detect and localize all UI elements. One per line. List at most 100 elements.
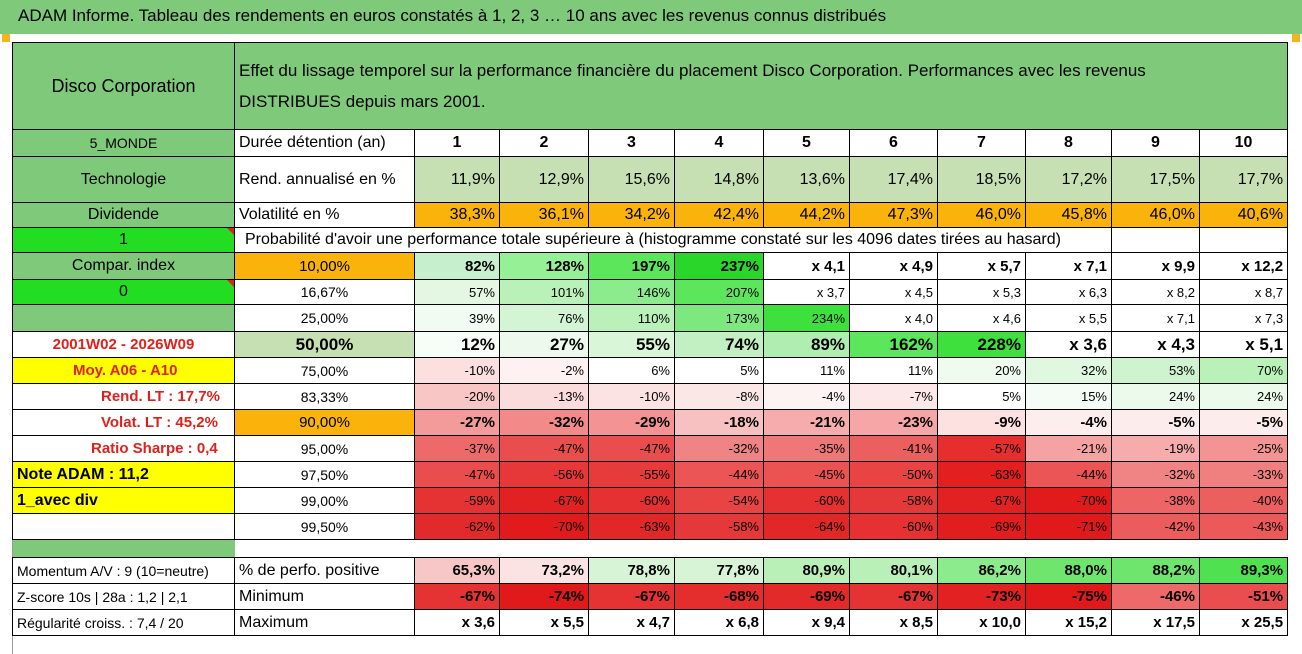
year-header: 1 [414,129,500,157]
company-cell: Disco Corporation [12,42,235,130]
percentile-value-cell: 27% [499,331,589,358]
percentile-value-cell: -43% [1198,513,1289,540]
year-header: 2 [499,129,589,157]
percentile-value-cell: -50% [849,461,938,488]
year-header: 5 [763,129,850,157]
percentile-value-cell: 237% [674,252,764,280]
dividend-cell: Dividende [12,202,235,228]
percentile-value-cell: -4% [763,383,850,410]
percentile-value-cell: -32% [674,435,764,462]
percentile-value-cell: -70% [499,513,589,540]
percentile-value-cell: -9% [937,409,1026,436]
percentile-value-cell: 20% [937,357,1026,384]
percentile-value-cell: 234% [763,304,850,332]
percentile-label: 16,67% [234,279,415,305]
flag-zero-cell: 0 [12,279,235,305]
percentile-value-cell: -32% [1111,461,1200,488]
description-line-1: Effet du lissage temporel sur la perform… [239,61,1146,80]
positive-perf-cell: 80,9% [763,557,850,584]
percentile-value-cell: x 5,5 [1025,304,1112,332]
sector-cell: Technologie [12,156,235,203]
percentile-value-cell: 24% [1198,383,1289,410]
percentile-value-cell: 12% [414,331,500,358]
blank-green-cell [12,304,235,332]
percentile-value-cell: -29% [588,409,675,436]
percentile-value-cell: x 9,9 [1111,252,1200,280]
percentile-value-cell: -5% [1198,409,1289,436]
percentile-label: 97,50% [234,461,415,488]
minimum-cell: -67% [414,583,500,610]
minimum-cell: -51% [1198,583,1289,610]
percentile-value-cell: -35% [763,435,850,462]
percentile-label: 90,00% [234,409,415,436]
percentile-value-cell: x 4,5 [849,279,938,305]
percentile-value-cell: -25% [1198,435,1289,462]
volatility-cell: 36,1% [499,202,589,228]
volatility-cell: 38,3% [414,202,500,228]
percentile-value-cell: 11% [849,357,938,384]
percentile-value-cell: -37% [414,435,500,462]
percentile-value-cell: x 5,7 [937,252,1026,280]
percentile-value-cell: -60% [849,513,938,540]
rend-lt-cell: Rend. LT : 17,7% [12,383,235,410]
percentile-value-cell: -44% [1025,461,1112,488]
annual-return-cell: 12,9% [499,156,589,203]
maximum-cell: x 3,6 [414,609,500,636]
percentile-label: 75,00% [234,357,415,384]
percentile-value-cell: 76% [499,304,589,332]
volatility-cell: 40,6% [1198,202,1289,228]
annual-return-cell: 13,6% [763,156,850,203]
percentile-value-cell: x 3,7 [763,279,850,305]
annual-return-cell: 17,4% [849,156,938,203]
sharpe-cell: Ratio Sharpe : 0,4 [12,435,235,462]
percentile-value-cell: x 6,3 [1025,279,1112,305]
percentile-value-cell: -10% [588,383,675,410]
annual-return-cell: 14,8% [674,156,764,203]
percentile-value-cell: x 7,1 [1025,252,1112,280]
percentile-value-cell: 89% [763,331,850,358]
percentile-value-cell: -13% [499,383,589,410]
percentile-label: 83,33% [234,383,415,410]
blank-cell [1198,227,1289,253]
minimum-cell: -46% [1111,583,1200,610]
percentile-value-cell: -69% [937,513,1026,540]
percentile-value-cell: -60% [588,487,675,514]
year-header: 9 [1111,129,1200,157]
annual-return-cell: 17,5% [1111,156,1200,203]
percentile-value-cell: x 5,1 [1198,331,1289,358]
percentile-value-cell: -10% [414,357,500,384]
minimum-cell: -74% [499,583,589,610]
percentile-value-cell: -67% [937,487,1026,514]
percentile-value-cell: 128% [499,252,589,280]
positive-perf-cell: 73,2% [499,557,589,584]
percentile-value-cell: -55% [588,461,675,488]
percentile-value-cell: -21% [763,409,850,436]
positive-perf-cell: 86,2% [937,557,1026,584]
maximum-cell: x 6,8 [674,609,764,636]
zone-cell: 5_MONDE [12,129,235,157]
percentile-value-cell: x 4,9 [849,252,938,280]
title-bar: ADAM Informe. Tableau des rendements en … [0,0,1302,34]
percentile-value-cell: -70% [1025,487,1112,514]
corner-marker-left [2,34,10,42]
percentile-value-cell: x 3,6 [1025,331,1112,358]
maximum-cell: x 17,5 [1111,609,1200,636]
percentile-value-cell: -58% [849,487,938,514]
corner-marker-right [1292,34,1300,42]
percentile-value-cell: -33% [1198,461,1289,488]
volatility-cell: 34,2% [588,202,675,228]
percentile-label: 10,00% [234,252,415,280]
percentile-value-cell: 15% [1025,383,1112,410]
percentile-value-cell: -32% [499,409,589,436]
percentile-value-cell: -47% [588,435,675,462]
volatility-cell: 47,3% [849,202,938,228]
volatility-cell: 46,0% [1111,202,1200,228]
percentile-value-cell: -62% [414,513,500,540]
percentile-value-cell: -2% [499,357,589,384]
percentile-value-cell: -71% [1025,513,1112,540]
percentile-value-cell: -47% [499,435,589,462]
year-header: 10 [1198,129,1289,157]
percentile-value-cell: -67% [499,487,589,514]
percentile-value-cell: 5% [937,383,1026,410]
minimum-cell: -67% [588,583,675,610]
